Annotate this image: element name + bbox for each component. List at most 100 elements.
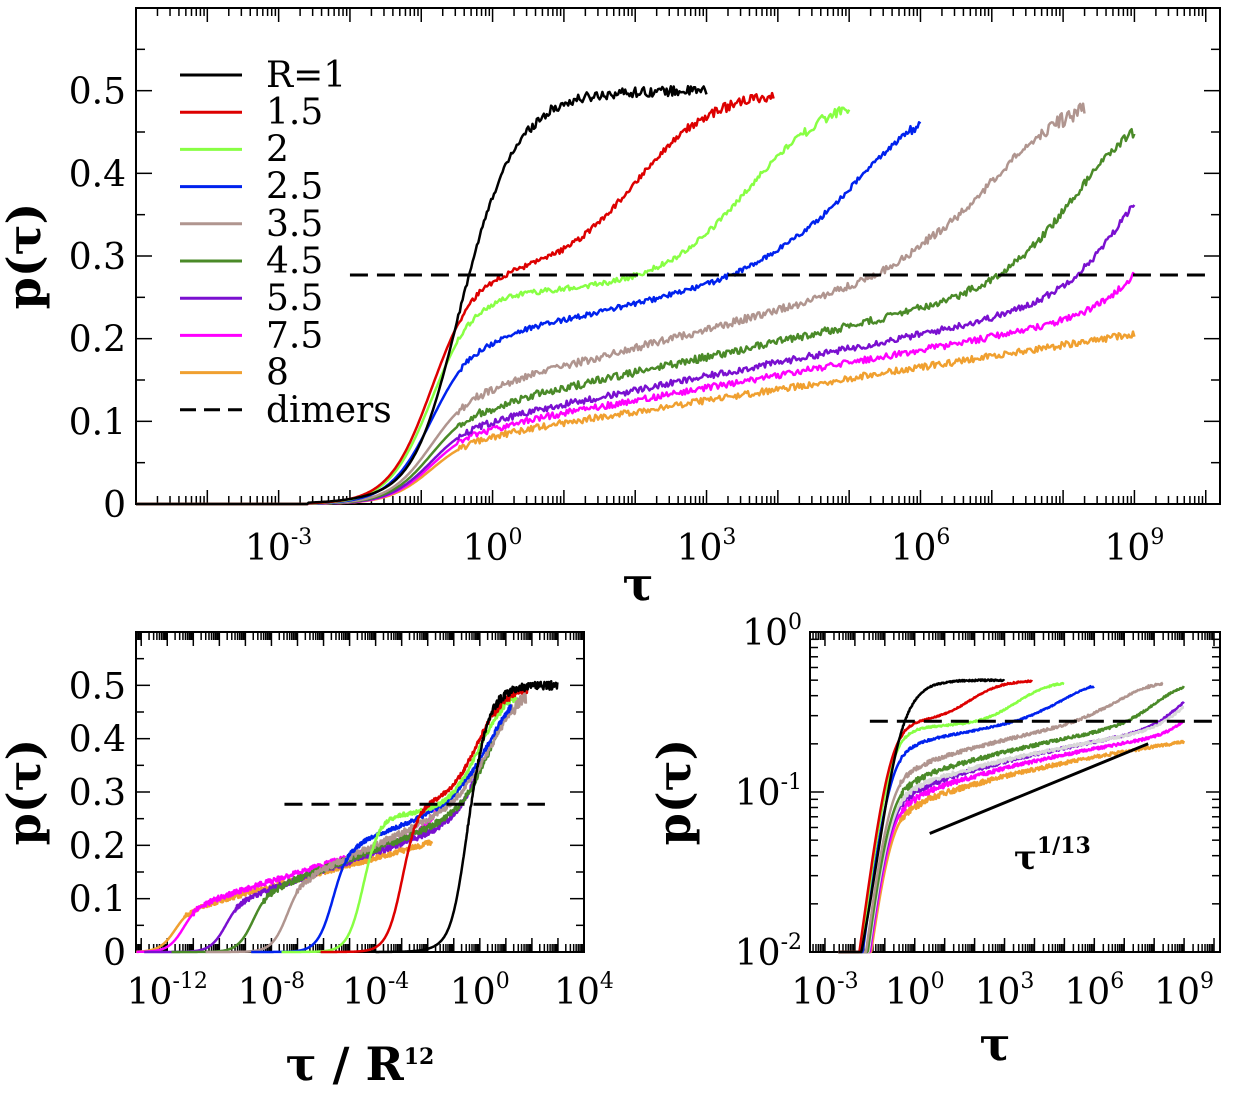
legend-label-5.5: 5.5 — [266, 278, 323, 319]
top-xtick-label-exp: 0 — [508, 525, 522, 550]
top-xtick-label: 103 — [677, 525, 737, 569]
legend-label-7.5: 7.5 — [266, 315, 323, 356]
top-xtick-label-base: 10 — [891, 528, 937, 569]
br-xtick-label: 103 — [975, 969, 1035, 1013]
br-xtick-label-base: 10 — [1064, 972, 1110, 1013]
top-ytick-label: 0.5 — [69, 72, 126, 113]
bl-xlabel: τ / R12 — [286, 1037, 435, 1091]
bl-xtick-label-exp: 4 — [600, 969, 614, 994]
top-xtick-label: 10-3 — [245, 525, 312, 569]
bl-series-2 — [280, 692, 518, 954]
br-xtick-label-base: 10 — [791, 972, 837, 1013]
br-xlabel: τ — [980, 1017, 1011, 1071]
bl-xtick-label: 10-12 — [127, 969, 208, 1013]
br-power-law-label-exp: 1/13 — [1037, 833, 1091, 859]
top-series-2 — [136, 106, 851, 506]
legend-label-R=1: R=1 — [266, 55, 346, 96]
bl-ytick-label: 0.1 — [69, 880, 126, 921]
bl-xtick-label-exp: -4 — [388, 969, 409, 994]
bl-xtick-label-base: 10 — [342, 972, 388, 1013]
legend-label-dimers: dimers — [266, 390, 392, 431]
br-ytick-label-base: 10 — [742, 613, 788, 654]
legend-label-4.5: 4.5 — [266, 241, 323, 282]
bl-ytick-label: 0.4 — [69, 720, 126, 761]
legend-label-2.5: 2.5 — [266, 167, 323, 208]
br-ytick-label: 10-1 — [735, 770, 802, 814]
br-series-4.5 — [837, 685, 1185, 954]
br-ytick-label-exp: 0 — [788, 610, 802, 635]
br-xtick-label-exp: 3 — [1020, 969, 1034, 994]
top-ytick-label: 0.4 — [69, 154, 126, 195]
bl-series-1.5 — [319, 684, 529, 954]
bl-xtick-label-exp: -8 — [284, 969, 305, 994]
top-series-2.5 — [136, 121, 922, 506]
bl-xlabel-base: τ / R — [286, 1037, 405, 1091]
br-xtick-label-exp: -3 — [837, 969, 858, 994]
br-xtick-label-base: 10 — [975, 972, 1021, 1013]
bl-xtick-label-exp: -12 — [172, 969, 207, 994]
br-ytick-label: 10-2 — [735, 930, 802, 974]
br-ytick-label-exp: -2 — [781, 930, 802, 955]
br-series-1.5 — [837, 679, 1034, 954]
top-xtick-label-base: 10 — [677, 528, 723, 569]
bl-xtick-label-base: 10 — [554, 972, 600, 1013]
bl-series-1 — [374, 680, 559, 954]
top-ylabel: p(τ) — [0, 203, 51, 310]
top-xtick-label-base: 10 — [1105, 528, 1151, 569]
bl-series-5.5 — [143, 757, 484, 954]
br-xtick-label: 10-3 — [791, 969, 858, 1013]
bl-xtick-label-base: 10 — [127, 972, 173, 1013]
bl-xtick-label-base: 10 — [450, 972, 496, 1013]
legend-label-3.5: 3.5 — [266, 204, 323, 245]
br-ytick-label-exp: -1 — [781, 770, 802, 795]
top-ytick-label: 0.3 — [69, 237, 126, 278]
br-ytick-label-base: 10 — [735, 773, 781, 814]
br-series-8 — [837, 739, 1185, 954]
top-ytick-label: 0 — [103, 485, 126, 526]
br-series-3.5 — [837, 681, 1164, 954]
top-xtick-label: 100 — [463, 525, 523, 569]
br-frame — [809, 631, 1221, 953]
br-xtick-label: 109 — [1154, 969, 1214, 1013]
top-xtick-label: 106 — [891, 525, 951, 569]
br-xtick-label: 100 — [885, 969, 945, 1013]
top-xtick-label-base: 10 — [463, 528, 509, 569]
bl-xlabel-exp: 12 — [404, 1044, 435, 1070]
br-ylabel: p(τ) — [647, 739, 701, 846]
legend-label-8: 8 — [266, 353, 289, 394]
br-series-1 — [837, 678, 1006, 954]
bl-xtick-label-exp: 0 — [496, 969, 510, 994]
br-xtick-label: 106 — [1064, 969, 1124, 1013]
bl-ylabel: p(τ) — [0, 739, 51, 846]
bl-xtick-label-base: 10 — [238, 972, 284, 1013]
bl-ytick-label: 0.3 — [69, 773, 126, 814]
bl-xtick-label: 10-8 — [238, 969, 305, 1013]
bl-ytick-label: 0.2 — [69, 826, 126, 867]
br-xtick-label-base: 10 — [885, 972, 931, 1013]
top-ytick-label: 0.1 — [69, 402, 126, 443]
bl-xtick-label: 10-4 — [342, 969, 409, 1013]
bl-series-4.5 — [170, 705, 512, 954]
br-series-7.5 — [837, 719, 1185, 954]
top-xtick-label: 109 — [1105, 525, 1165, 569]
bl-series-3.5 — [204, 691, 528, 954]
top-xtick-label-exp: 9 — [1150, 525, 1164, 550]
br-power-law-label-base: τ — [1014, 838, 1037, 878]
top-xtick-label-exp: 3 — [722, 525, 736, 550]
br-xtick-label-exp: 6 — [1110, 969, 1124, 994]
legend-label-1.5: 1.5 — [266, 92, 323, 133]
br-ytick-label-base: 10 — [735, 933, 781, 974]
br-xtick-label-exp: 9 — [1200, 969, 1214, 994]
br-power-law-line — [929, 742, 1149, 835]
bl-ytick-label: 0 — [103, 933, 126, 974]
br-series-6.5 — [837, 705, 1185, 954]
br-power-law-label: τ1/13 — [1014, 833, 1091, 878]
br-ytick-label: 100 — [742, 610, 802, 654]
bl-ytick-label: 0.5 — [69, 666, 126, 707]
top-ytick-label: 0.2 — [69, 320, 126, 361]
top-xtick-label-exp: -3 — [291, 525, 312, 550]
